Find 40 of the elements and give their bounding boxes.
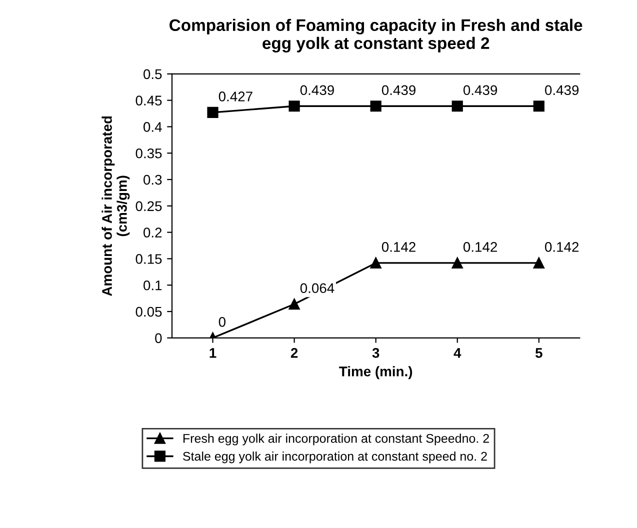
data-label: 0.142: [382, 242, 416, 252]
point: [370, 100, 382, 112]
data-label: 0: [218, 317, 226, 327]
x-axis-title: Time (min.): [339, 366, 412, 380]
point: [370, 257, 382, 268]
y-tick-label: 0.45: [136, 96, 162, 106]
legend-label: Fresh egg yolk air incorporation at constant Speedno. 2: [183, 434, 489, 446]
data-label: 0.427: [218, 92, 252, 102]
point: [533, 100, 544, 112]
point: [533, 257, 544, 268]
y-tick-label: 0.15: [136, 254, 162, 264]
y-tick-label: 0: [155, 333, 162, 344]
data-label: 0.142: [463, 242, 497, 252]
point: [452, 100, 463, 112]
y-tick-label: 0.2: [144, 228, 162, 238]
point: [288, 298, 300, 310]
x-tick-label: 4: [454, 348, 462, 358]
data-label: 0.439: [382, 85, 416, 96]
data-label: 0.064: [300, 283, 334, 294]
y-tick-label: 0.05: [136, 306, 162, 317]
x-tick-label: 5: [535, 348, 542, 358]
point: [452, 257, 463, 268]
y-tick-label: 0.25: [136, 201, 162, 212]
x-tick-label: 2: [290, 348, 298, 358]
data-label: 0.142: [545, 242, 579, 252]
chart-title: Comparision of Foaming capacity in Fresh and stale egg yolk at constant speed 2: [170, 18, 582, 52]
y-tick-label: 0.4: [144, 122, 162, 132]
x-tick-label: 1: [210, 348, 216, 358]
y-tick-label: 0.5: [144, 69, 162, 80]
data-label: 0.439: [300, 85, 334, 96]
y-tick-label: 0.1: [144, 280, 162, 290]
point: [207, 106, 218, 118]
y-axis-title: Amount of Air incorporated (cm3/gm): [102, 116, 130, 296]
data-label: 0.439: [545, 85, 579, 96]
y-tick-label: 0.3: [144, 174, 162, 185]
y-tick-label: 0.35: [136, 148, 162, 158]
x-tick-label: 3: [372, 348, 380, 358]
legend-label: Stale egg yolk air incorporation at constant speed no. 2: [183, 452, 487, 464]
data-label: 0.439: [463, 85, 498, 96]
point: [288, 100, 300, 112]
